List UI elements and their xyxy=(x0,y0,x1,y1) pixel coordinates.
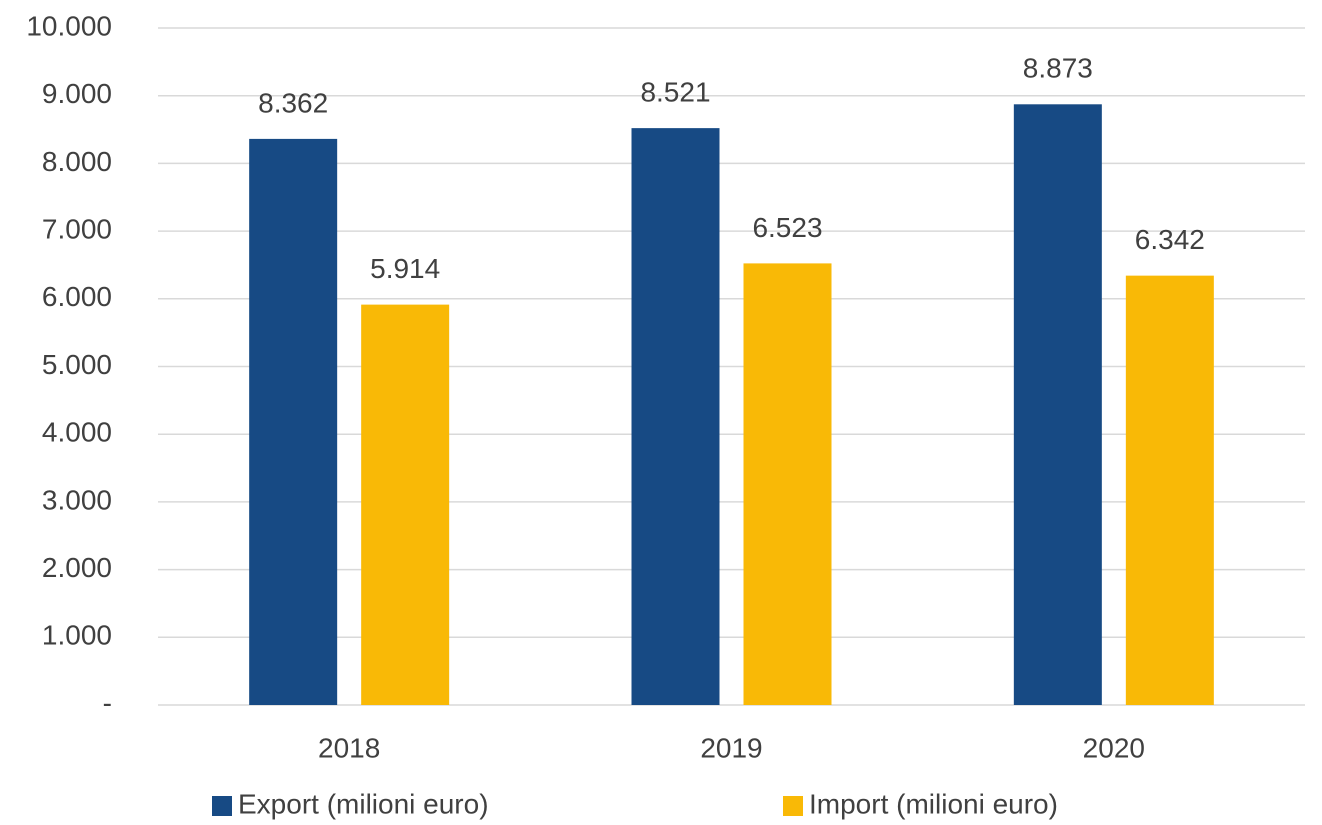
y-tick-label: 7.000 xyxy=(42,213,112,244)
value-label: 8.362 xyxy=(258,87,328,118)
y-tick-label: 8.000 xyxy=(42,146,112,177)
value-label: 5.914 xyxy=(370,253,440,284)
value-label: 8.873 xyxy=(1023,53,1093,84)
x-tick-label: 2019 xyxy=(700,732,762,763)
legend-swatch xyxy=(212,796,232,816)
y-tick-label: 3.000 xyxy=(42,484,112,515)
bar xyxy=(361,304,450,705)
value-label: 8.521 xyxy=(640,77,710,108)
y-tick-label: 2.000 xyxy=(42,552,112,583)
legend-label: Import (milioni euro) xyxy=(809,788,1058,819)
legend-label: Export (milioni euro) xyxy=(238,788,489,819)
value-label: 6.523 xyxy=(752,212,822,243)
x-tick-label: 2018 xyxy=(318,732,380,763)
bar xyxy=(249,138,338,706)
y-tick-label: 4.000 xyxy=(42,417,112,448)
y-tick-label: 1.000 xyxy=(42,620,112,651)
y-tick-label: 5.000 xyxy=(42,349,112,380)
value-label: 6.342 xyxy=(1135,224,1205,255)
y-tick-label: 9.000 xyxy=(42,78,112,109)
y-tick-label: 6.000 xyxy=(42,281,112,312)
x-tick-label: 2020 xyxy=(1083,732,1145,763)
bar xyxy=(1125,275,1214,705)
bar xyxy=(743,263,832,705)
legend-swatch xyxy=(783,796,803,816)
y-tick-label: - xyxy=(103,687,112,718)
bar xyxy=(631,128,720,705)
bar xyxy=(1013,104,1102,705)
y-tick-label: 10.000 xyxy=(26,10,112,41)
